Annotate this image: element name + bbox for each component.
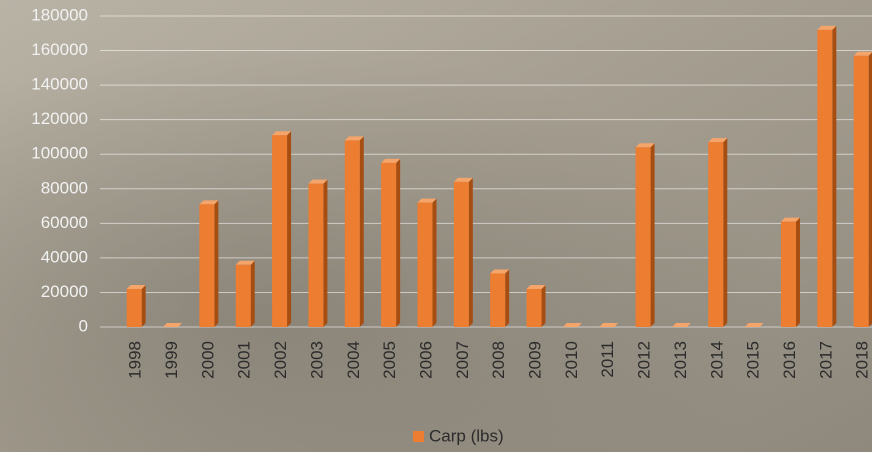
y-tick-label: 180000 [31,5,88,24]
x-tick-label: 2003 [307,341,326,379]
x-tick-label: 2008 [489,341,508,379]
x-tick-label: 2017 [816,341,835,379]
bar [708,138,728,327]
y-tick-label: 0 [79,316,88,335]
x-tick-label: 2011 [598,341,617,378]
x-tick-label: 2001 [235,341,254,379]
bar [635,143,655,327]
bar [562,323,582,327]
x-tick-label: 2015 [744,341,763,379]
y-tick-label: 20000 [41,282,88,301]
y-tick-label: 80000 [41,178,88,197]
bar [272,131,292,327]
x-tick-label: 2006 [416,341,435,379]
bar [744,323,764,327]
bar [817,25,837,327]
y-tick-label: 60000 [41,213,88,232]
x-tick-label: 2012 [635,341,654,379]
x-tick-label: 2009 [526,341,545,379]
x-tick-label: 2016 [780,341,799,379]
bar [853,51,872,327]
y-tick-label: 120000 [31,109,88,128]
x-tick-label: 2018 [853,341,872,379]
bar [308,179,328,327]
x-tick-label: 1998 [126,341,145,379]
y-tick-label: 160000 [31,40,88,59]
bar [199,200,219,327]
x-tick-label: 2005 [380,341,399,379]
bar [453,177,473,327]
bar [381,158,401,327]
legend-swatch [413,431,424,442]
bar [780,217,800,327]
legend-label: Carp (lbs) [429,426,504,445]
bar [671,323,691,327]
x-tick-label: 2002 [271,341,290,379]
x-tick-label: 2010 [562,341,581,379]
x-tick-label: 2014 [707,341,726,379]
y-tick-label: 40000 [41,247,88,266]
y-tick-label: 100000 [31,144,88,163]
y-tick-label: 140000 [31,75,88,94]
bar [599,323,619,327]
bar [490,269,510,327]
bar [163,323,183,327]
bar [235,260,255,327]
bar [417,198,437,327]
bar [526,284,546,327]
x-tick-label: 2007 [453,341,472,379]
x-tick-label: 1999 [162,341,181,379]
x-tick-label: 2004 [344,341,363,379]
x-tick-label: 2013 [671,341,690,379]
bar [126,284,146,327]
bar [344,136,364,327]
x-tick-label: 2000 [198,341,217,379]
